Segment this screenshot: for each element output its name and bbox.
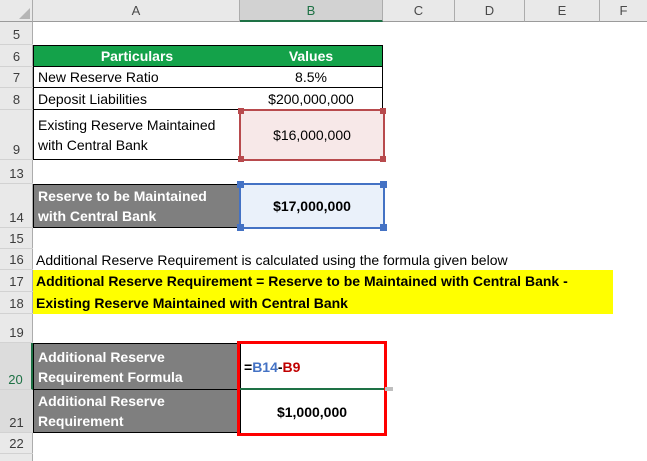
blue-reference-handle[interactable] [380, 181, 387, 188]
row-header-17[interactable]: 17 [0, 270, 33, 292]
cell-b9-text: $16,000,000 [273, 127, 351, 143]
row-header-9[interactable]: 9 [0, 110, 33, 160]
red-reference-handle[interactable] [380, 156, 386, 162]
cell-b7-value[interactable]: 8.5% [240, 67, 383, 88]
row-header-22[interactable]: 22 [0, 433, 33, 454]
cell-a8-label[interactable]: Deposit Liabilities [33, 88, 241, 110]
cell-a16-note-text[interactable]: Additional Reserve Requirement is calcul… [36, 251, 508, 268]
blue-reference-handle[interactable] [237, 224, 244, 231]
cell-b14-value-blue-reference[interactable]: $17,000,000 [237, 181, 387, 231]
red-reference-handle[interactable] [380, 108, 386, 114]
row-header-16[interactable]: 16 [0, 249, 33, 270]
row-header-5[interactable]: 5 [0, 22, 33, 45]
cell-a20-text: Additional Reserve Requirement Formula [38, 348, 183, 385]
highlight-line-1: Additional Reserve Requirement = Reserve… [36, 273, 568, 289]
select-all-triangle-icon [19, 8, 30, 19]
row-header-8[interactable]: 8 [0, 88, 33, 110]
row-header-14[interactable]: 14 [0, 184, 33, 228]
formula-definition-highlight[interactable]: Additional Reserve Requirement = Reserve… [33, 270, 613, 314]
formula-equals: = [244, 358, 253, 375]
cell-a21-label[interactable]: Additional Reserve Requirement [33, 390, 241, 433]
cell-a7-label[interactable]: New Reserve Ratio [33, 67, 241, 88]
cell-b6-values-header[interactable]: Values [240, 45, 383, 67]
blue-reference-handle[interactable] [237, 181, 244, 188]
fill-handle[interactable] [385, 387, 393, 391]
cell-b20-formula[interactable]: = B14- B9 [241, 344, 383, 389]
cell-b8-value[interactable]: $200,000,000 [240, 88, 383, 110]
red-annotation-box [237, 341, 387, 436]
cell-a9-text: Existing Reserve Maintained with Central… [38, 116, 216, 153]
formula-ref-b9: B9 [282, 358, 301, 375]
cell-a21-text: Additional Reserve Requirement [38, 393, 165, 429]
cell-a20-label[interactable]: Additional Reserve Requirement Formula [33, 343, 241, 390]
formula-ref-b14: B14 [252, 358, 278, 375]
row-header-13[interactable]: 13 [0, 160, 33, 184]
row-header-19[interactable]: 19 [0, 314, 33, 343]
row-header-6[interactable]: 6 [0, 45, 33, 67]
column-header-b[interactable]: B [240, 0, 383, 22]
cell-a14-text: Reserve to be Maintained with Central Ba… [38, 188, 207, 224]
cell-b9-value-red-reference[interactable]: $16,000,000 [238, 108, 386, 162]
column-header-d[interactable]: D [455, 0, 525, 22]
column-header-c[interactable]: C [383, 0, 455, 22]
red-reference-handle[interactable] [238, 108, 244, 114]
blue-reference-handle[interactable] [380, 224, 387, 231]
highlight-line-2: Existing Reserve Maintained with Central… [36, 295, 348, 311]
column-header-e[interactable]: E [525, 0, 600, 22]
row-header-18[interactable]: 18 [0, 292, 33, 314]
red-reference-handle[interactable] [238, 156, 244, 162]
cell-a9-label[interactable]: Existing Reserve Maintained with Central… [33, 110, 241, 160]
column-header-a[interactable]: A [33, 0, 240, 22]
row-header-15[interactable]: 15 [0, 228, 33, 249]
column-header-f[interactable]: F [600, 0, 647, 22]
cell-b14-text: $17,000,000 [273, 198, 351, 214]
cell-a14-label[interactable]: Reserve to be Maintained with Central Ba… [33, 184, 241, 228]
active-cell-bottom-border [240, 388, 385, 390]
formula-minus: - [277, 358, 283, 375]
cell-a6-particulars-header[interactable]: Particulars [33, 45, 241, 67]
cell-b21-value[interactable]: $1,000,000 [241, 390, 383, 433]
select-all-corner[interactable] [0, 0, 33, 22]
row-header-20[interactable]: 20 [0, 343, 33, 390]
row-header-7[interactable]: 7 [0, 67, 33, 88]
row-header-21[interactable]: 21 [0, 390, 33, 433]
